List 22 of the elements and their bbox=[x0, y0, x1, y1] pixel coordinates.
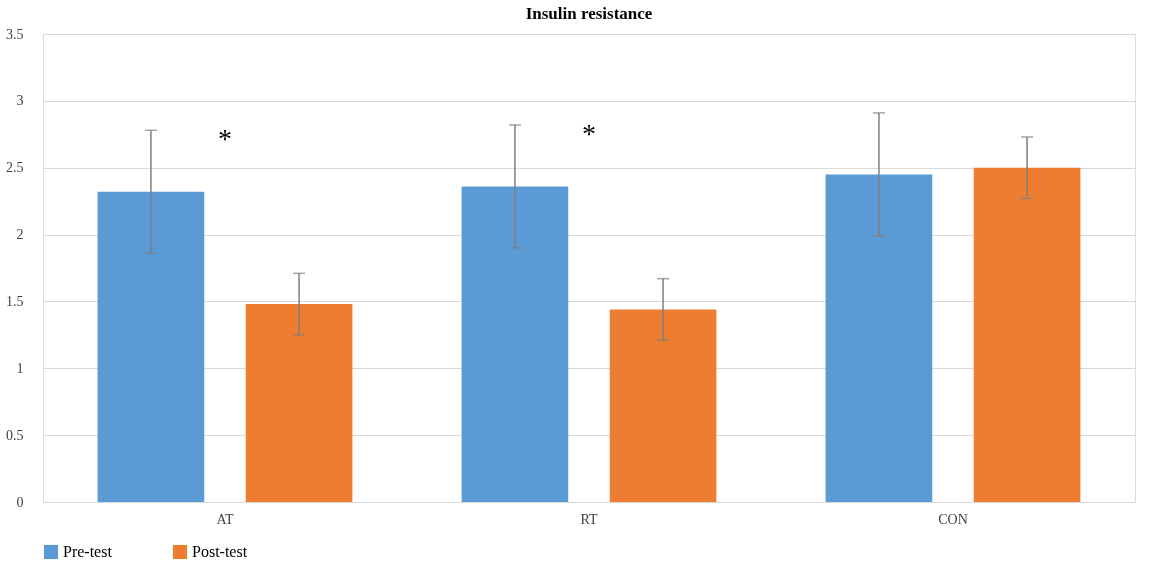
bar bbox=[97, 191, 205, 502]
y-tick-label: 1 bbox=[16, 360, 24, 376]
bar bbox=[461, 186, 569, 502]
legend-label: Pre-test bbox=[63, 543, 113, 560]
bar bbox=[973, 167, 1081, 502]
y-tick-label: 2 bbox=[16, 227, 24, 243]
x-tick-label: RT bbox=[580, 511, 598, 527]
bar bbox=[245, 304, 353, 502]
y-tick-label: 1.5 bbox=[6, 293, 24, 309]
y-tick-label: 3.5 bbox=[6, 26, 24, 42]
bar bbox=[825, 174, 933, 502]
annotation: * bbox=[582, 117, 596, 149]
y-tick-label: 3 bbox=[16, 93, 24, 109]
annotation: * bbox=[218, 123, 232, 155]
y-tick-label: 0 bbox=[16, 494, 24, 510]
legend-label: Post-test bbox=[192, 543, 248, 560]
chart-title: Insulin resistance bbox=[525, 4, 653, 23]
x-tick-label: CON bbox=[938, 511, 968, 527]
y-tick-label: 2.5 bbox=[6, 160, 24, 176]
bar bbox=[609, 309, 717, 502]
x-tick-label: AT bbox=[216, 511, 234, 527]
y-tick-label: 0.5 bbox=[6, 427, 24, 443]
